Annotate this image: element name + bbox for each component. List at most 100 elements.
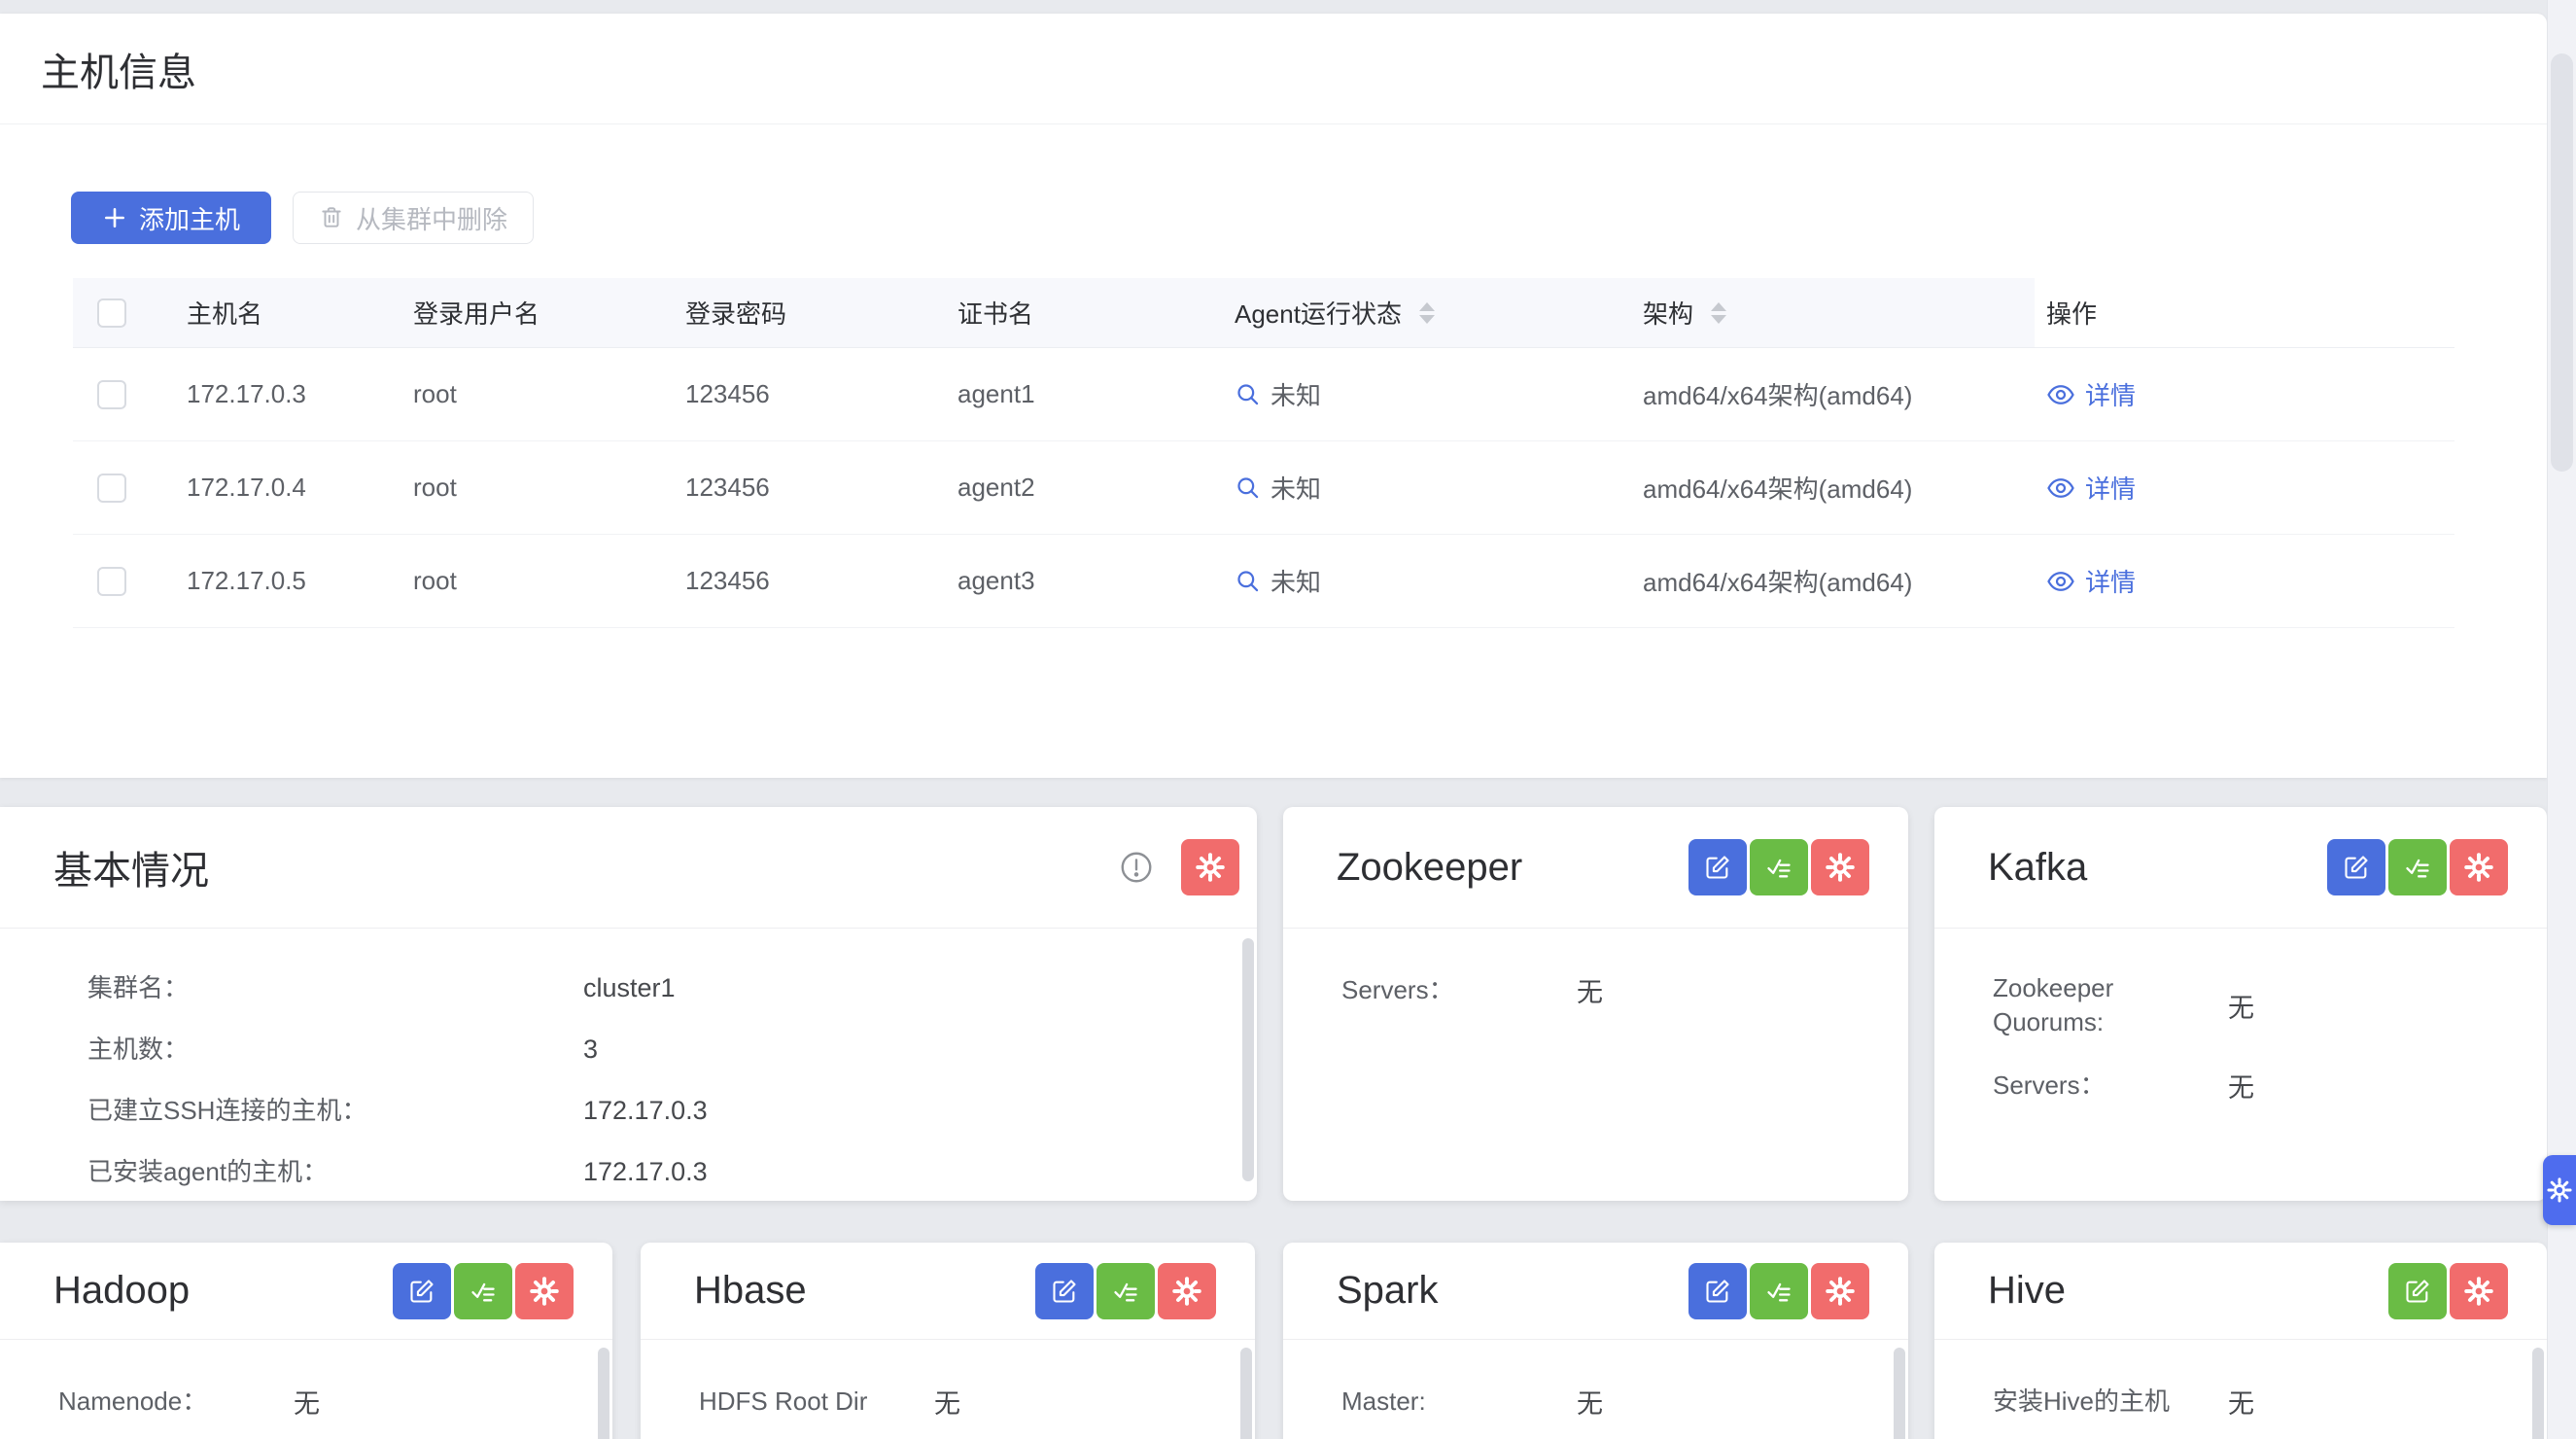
- edit-button[interactable]: [2388, 1262, 2447, 1319]
- card-scrollbar[interactable]: [2532, 1348, 2544, 1439]
- check-status-button[interactable]: [1750, 839, 1808, 895]
- row-checkbox[interactable]: [97, 473, 126, 503]
- row-checkbox[interactable]: [97, 379, 126, 409]
- password-cell: 123456: [685, 566, 770, 595]
- col-header-password: 登录密码: [685, 299, 787, 329]
- col-header-agent-status: Agent运行状态: [1223, 295, 1631, 331]
- info-row-label: HDFS Root Dir: [699, 1386, 868, 1416]
- hbase-card-title: Hbase: [694, 1269, 807, 1312]
- card-scrollbar[interactable]: [1240, 1348, 1252, 1439]
- remove-from-cluster-label: 从集群中删除: [356, 204, 508, 234]
- info-row: Namenode： 无: [58, 1369, 574, 1434]
- arch-cell: amd64/x64架构(amd64): [1643, 474, 1913, 504]
- info-row-label: Zookeeper Quorums:: [1993, 973, 2114, 1037]
- check-status-button[interactable]: [454, 1262, 512, 1319]
- gear-icon: [1196, 853, 1225, 882]
- password-cell: 123456: [685, 379, 770, 408]
- row-select-cell: [73, 473, 175, 503]
- spark-card: Spark Master: 无: [1283, 1243, 1908, 1439]
- spark-card-title: Spark: [1337, 1269, 1439, 1312]
- col-header-arch: 架构: [1631, 295, 2035, 331]
- sort-desc-icon[interactable]: [1711, 314, 1727, 324]
- zookeeper-card-header: Zookeeper: [1283, 807, 1908, 929]
- check-status-button[interactable]: [1097, 1262, 1155, 1319]
- hive-card-header: Hive: [1934, 1243, 2547, 1340]
- info-row: 主机数： 3: [87, 1019, 1218, 1080]
- card-scrollbar[interactable]: [1242, 938, 1254, 1181]
- sort-asc-icon[interactable]: [1418, 301, 1435, 311]
- info-circle-icon[interactable]: [1119, 850, 1154, 885]
- agent-status-cell: 未知: [1223, 376, 1631, 412]
- configure-button[interactable]: [1811, 1262, 1869, 1319]
- select-all-checkbox[interactable]: [97, 298, 126, 328]
- hostname-cell: 172.17.0.5: [187, 566, 306, 595]
- edit-button[interactable]: [1035, 1262, 1094, 1319]
- detail-link[interactable]: 详情: [2046, 470, 2136, 506]
- info-row-value: 无: [1577, 978, 1603, 1007]
- info-row-label: Servers：: [1341, 974, 1454, 1004]
- detail-link-label: 详情: [2085, 474, 2137, 504]
- kafka-card-body: Zookeeper Quorums: 无 Servers： 无: [1934, 929, 2547, 1118]
- edit-button[interactable]: [1688, 839, 1747, 895]
- configure-button[interactable]: [2450, 839, 2508, 895]
- configure-button[interactable]: [2450, 1262, 2508, 1319]
- card-scrollbar[interactable]: [598, 1348, 609, 1439]
- sort-carets-icon[interactable]: [1711, 301, 1727, 324]
- hive-card-body: 安装Hive的主机 无: [1934, 1340, 2547, 1434]
- agent-status-cell: 未知: [1223, 470, 1631, 506]
- cert-cell: agent2: [957, 473, 1035, 502]
- check-status-button[interactable]: [1750, 1262, 1808, 1319]
- info-row-value: 无: [1577, 1389, 1603, 1419]
- hive-card-actions: [2388, 1262, 2508, 1319]
- basic-card-actions: [1181, 839, 1239, 895]
- add-host-label: 添加主机: [139, 204, 241, 234]
- info-row: HDFS Root Dir 无: [699, 1369, 1216, 1434]
- edit-button[interactable]: [2327, 839, 2385, 895]
- row-select-cell: [73, 379, 175, 409]
- hbase-card-body: HDFS Root Dir 无: [641, 1340, 1255, 1434]
- col-header-actions: 操作: [2035, 278, 2454, 347]
- sort-desc-icon[interactable]: [1418, 314, 1435, 324]
- hosts-table-body: 172.17.0.3 root 123456 agent1 未知 amd64/x…: [73, 348, 2454, 628]
- basic-info-card-body: 集群名： cluster1 主机数： 3 已建立SSH连接的主机： 172.17…: [0, 929, 1257, 1201]
- row-select-cell: [73, 566, 175, 596]
- info-row-label: Master:: [1341, 1386, 1426, 1416]
- sort-carets-icon[interactable]: [1418, 301, 1435, 324]
- info-row: Servers： 无: [1993, 1053, 2508, 1118]
- info-row: 安装Hive的主机 无: [1993, 1369, 2508, 1434]
- settings-drawer-handle[interactable]: [2543, 1155, 2576, 1225]
- zookeeper-card-body: Servers： 无: [1283, 929, 1908, 1023]
- info-row: Zookeeper Quorums: 无: [1993, 958, 2508, 1053]
- kafka-card: Kafka Zookeeper Quorums: 无 Servers： 无: [1934, 807, 2547, 1201]
- edit-button[interactable]: [393, 1262, 451, 1319]
- hbase-card-header: Hbase: [641, 1243, 1255, 1340]
- gear-icon: [530, 1276, 559, 1306]
- select-all-cell: [73, 298, 175, 328]
- gear-icon: [1826, 1276, 1855, 1306]
- detail-link[interactable]: 详情: [2046, 376, 2136, 412]
- info-row: 集群名： cluster1: [87, 958, 1218, 1019]
- search-icon: [1237, 384, 1259, 405]
- hosts-table-header: 主机名 登录用户名 登录密码 证书名 Agent运行状态 架构 操作: [73, 278, 2454, 348]
- password-cell: 123456: [685, 473, 770, 502]
- hadoop-card-actions: [393, 1262, 574, 1319]
- row-checkbox[interactable]: [97, 566, 126, 596]
- edit-square-icon: [1706, 1279, 1729, 1303]
- gear-icon: [2464, 853, 2493, 882]
- add-host-button[interactable]: 添加主机: [71, 192, 272, 244]
- detail-link[interactable]: 详情: [2046, 563, 2136, 599]
- edit-button[interactable]: [1688, 1262, 1747, 1319]
- page-scrollbar-thumb[interactable]: [2551, 53, 2573, 472]
- gear-icon: [2464, 1276, 2493, 1306]
- configure-button[interactable]: [1811, 839, 1869, 895]
- check-status-button[interactable]: [2388, 839, 2447, 895]
- username-cell: root: [413, 473, 457, 502]
- sort-asc-icon[interactable]: [1711, 301, 1727, 311]
- remove-from-cluster-button[interactable]: 从集群中删除: [293, 192, 535, 244]
- card-scrollbar[interactable]: [1894, 1348, 1905, 1439]
- configure-button[interactable]: [1158, 1262, 1216, 1319]
- spark-card-body: Master: 无: [1283, 1340, 1908, 1434]
- configure-button[interactable]: [515, 1262, 574, 1319]
- configure-button[interactable]: [1181, 839, 1239, 895]
- agent-status-text: 未知: [1271, 381, 1322, 410]
